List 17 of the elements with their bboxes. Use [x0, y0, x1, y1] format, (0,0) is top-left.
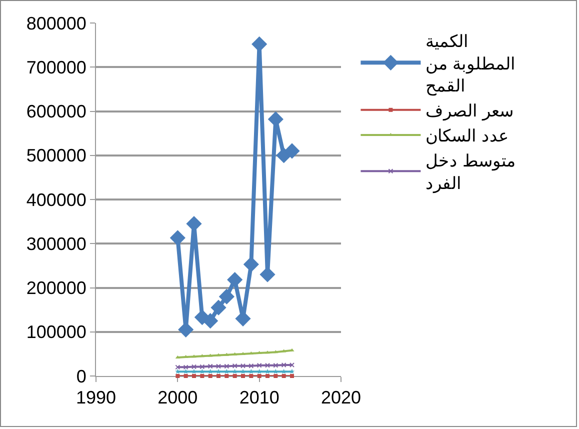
legend-label: متوسط دخل الفرد: [426, 152, 516, 194]
legend-label: عدد السكان: [426, 126, 508, 146]
y-tick-label: 500000: [26, 146, 86, 166]
y-tick-label: 800000: [26, 13, 86, 34]
legend-label: الكمية المطلوبة من القمح: [426, 32, 516, 96]
legend-label: سعر الصرف: [426, 101, 514, 122]
y-tick-label: 200000: [26, 278, 86, 298]
y-tick-label: 300000: [26, 234, 86, 254]
x-tick-label: 2020: [320, 388, 362, 408]
x-tick-label: 1990: [76, 388, 116, 408]
x-tick-label: 2010: [239, 388, 280, 408]
y-tick-label: 400000: [26, 190, 86, 210]
y-tick-label: 0: [76, 366, 86, 386]
x-tick-label: 2000: [158, 388, 198, 408]
y-tick-label: 700000: [26, 57, 86, 78]
y-tick-label: 100000: [26, 322, 86, 342]
y-tick-label: 600000: [26, 102, 86, 122]
